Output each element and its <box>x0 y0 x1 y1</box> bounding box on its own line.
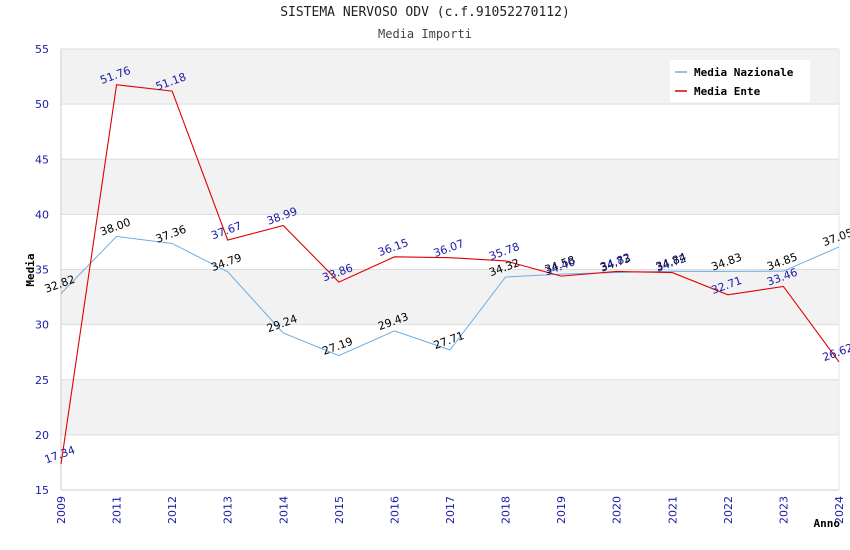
y-tick-label: 30 <box>35 319 49 332</box>
x-tick-label: 2019 <box>555 496 568 524</box>
x-tick-label: 2022 <box>722 496 735 524</box>
data-label: 38.00 <box>98 216 132 239</box>
data-label: 27.19 <box>321 335 355 358</box>
x-tick-label: 2014 <box>277 496 290 524</box>
grid-bands <box>61 49 839 435</box>
y-tick-label: 45 <box>35 153 49 166</box>
grid-band <box>61 269 839 325</box>
y-tick-labels: 15 20 25 30 35 40 45 50 55 <box>35 43 49 497</box>
x-tick-label: 2011 <box>111 496 124 524</box>
legend: Media Nazionale Media Ente <box>670 60 810 102</box>
data-label: 37.05 <box>821 226 850 249</box>
axes <box>60 49 840 491</box>
legend-label-media-nazionale: Media Nazionale <box>694 66 794 79</box>
data-label: 36.07 <box>432 237 466 260</box>
x-tick-label: 2018 <box>500 496 513 524</box>
x-tick-label: 2021 <box>666 496 679 524</box>
data-label: 36.15 <box>376 236 410 259</box>
y-tick-label: 35 <box>35 264 49 277</box>
data-label: 37.67 <box>209 219 243 242</box>
y-axis-label: Media <box>24 253 37 286</box>
x-tick-label: 2023 <box>777 496 790 524</box>
y-tick-label: 50 <box>35 98 49 111</box>
y-tick-label: 20 <box>35 429 49 442</box>
x-tick-label: 2012 <box>166 496 179 524</box>
data-label: 37.36 <box>154 223 188 246</box>
x-tick-label: 2016 <box>388 496 401 524</box>
data-label: 17.34 <box>43 443 77 466</box>
series-line-media-nazionale <box>60 235 840 357</box>
series-lines <box>60 84 840 465</box>
data-label: 27.71 <box>432 329 466 352</box>
y-tick-label: 15 <box>35 484 49 497</box>
x-tick-label: 2024 <box>833 496 846 524</box>
x-tick-label: 2020 <box>611 496 624 524</box>
y-tick-label: 40 <box>35 208 49 221</box>
x-tick-label: 2013 <box>222 496 235 524</box>
x-tick-label: 2017 <box>444 496 457 524</box>
legend-box <box>670 60 810 102</box>
x-tick-labels: 2009 2011 2012 2013 2014 2015 2016 2017 2018 2019… <box>55 496 846 524</box>
x-tick-label: 2015 <box>333 496 346 524</box>
legend-label-media-ente: Media Ente <box>694 85 761 98</box>
chart-subtitle: Media Importi <box>378 27 472 41</box>
grid-band <box>61 159 839 215</box>
chart-title: SISTEMA NERVOSO ODV (c.f.91052270112) <box>280 5 570 20</box>
grid-band <box>61 379 839 435</box>
x-tick-label: 2009 <box>55 496 68 524</box>
data-label: 26.62 <box>821 341 850 364</box>
grid-lines <box>61 48 839 491</box>
y-tick-label: 55 <box>35 43 49 56</box>
x-axis-label: Anno <box>814 517 841 530</box>
series-line-media-ente <box>60 84 840 465</box>
y-tick-label: 25 <box>35 374 49 387</box>
